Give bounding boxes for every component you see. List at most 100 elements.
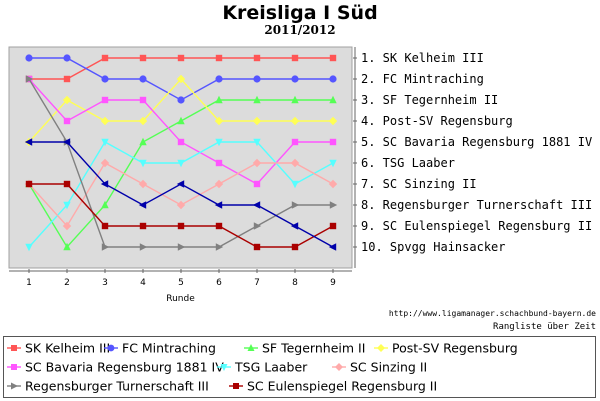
x-tick-label: 9 <box>330 278 336 288</box>
plot-area <box>8 46 353 269</box>
data-point <box>100 180 109 188</box>
data-point <box>101 96 109 104</box>
legend-item: SC Bavaria Regensburg 1881 IV <box>7 360 224 375</box>
data-point <box>62 221 72 231</box>
data-point <box>214 179 224 189</box>
data-point <box>291 138 299 146</box>
series-sc-sinzing-ii <box>24 158 338 231</box>
data-point <box>290 158 300 168</box>
data-point <box>63 75 71 83</box>
data-point <box>25 180 33 188</box>
series-regensburger-turnerschaft-iii <box>25 75 338 251</box>
x-tick-label: 8 <box>292 278 298 288</box>
data-point <box>215 222 223 230</box>
data-point <box>177 159 185 168</box>
data-point <box>177 96 185 104</box>
data-point <box>63 117 71 125</box>
data-point <box>328 116 338 126</box>
y-tick-label: 8. Regensburger Turnerschaft III <box>361 198 592 212</box>
x-axis-label: Runde <box>166 294 195 304</box>
data-point <box>215 138 223 147</box>
chart-caption: Rangliste über Zeit <box>493 322 596 332</box>
legend-label: Regensburger Turnerschaft III <box>25 379 209 394</box>
data-point <box>329 54 337 62</box>
legend-graphic: SK Kelheim III FC Mintraching SF Tegernhei… <box>7 341 518 394</box>
series-tsg-laaber <box>25 138 337 252</box>
data-point <box>215 75 223 83</box>
data-point <box>253 75 261 83</box>
data-point <box>291 180 299 189</box>
data-point <box>62 95 72 105</box>
data-point <box>215 159 223 167</box>
legend-marker <box>11 382 18 390</box>
legend-item: SC Sinzing II <box>332 360 427 375</box>
x-tick-label: 5 <box>178 278 184 288</box>
data-point <box>253 180 261 188</box>
data-point <box>139 54 147 62</box>
legend-marker <box>11 364 17 370</box>
data-point <box>100 158 110 168</box>
data-point <box>329 222 337 230</box>
line-chart: 1. SK Kelheim III 2. FC Mintraching 3. SF … <box>8 46 592 304</box>
data-point <box>63 201 71 210</box>
data-point <box>253 95 261 104</box>
data-point <box>101 222 109 230</box>
data-point <box>101 138 109 147</box>
legend-item: SC Eulenspiegel Regensburg II <box>229 379 437 394</box>
legend-label: Post-SV Regensburg <box>392 341 518 356</box>
series-sk-kelheim-iii <box>25 54 337 83</box>
y-tick-label: 7. SC Sinzing II <box>361 177 477 191</box>
data-point <box>291 201 300 209</box>
data-point <box>24 138 33 146</box>
data-point <box>25 75 34 83</box>
data-point <box>25 243 33 252</box>
y-tick-label: 1. SK Kelheim III <box>361 51 484 65</box>
legend-label: SK Kelheim III <box>25 341 110 356</box>
chart-subtitle: 2011/2012 <box>264 23 336 37</box>
series-sc-bavaria-regensburg-1881-iv <box>25 75 337 188</box>
x-tick-label: 2 <box>64 278 70 288</box>
data-point <box>101 75 109 83</box>
data-point <box>329 159 337 168</box>
y-tick-label: 4. Post-SV Regensburg <box>361 114 513 128</box>
data-point <box>214 116 224 126</box>
chart-title: Kreisliga I Süd <box>222 2 378 24</box>
data-point <box>215 95 223 104</box>
data-point <box>139 96 147 104</box>
data-point <box>138 201 147 209</box>
x-tick-label: 1 <box>26 278 32 288</box>
legend-marker <box>11 345 17 351</box>
legend-label: FC Mintraching <box>122 341 216 356</box>
y-tick-label: 5. SC Bavaria Regensburg 1881 IV <box>361 135 592 149</box>
legend-label: SC Sinzing II <box>350 360 427 375</box>
series-post-sv-regensburg <box>24 74 338 147</box>
data-point <box>329 201 338 209</box>
legend-marker <box>107 344 115 352</box>
data-point <box>101 243 110 251</box>
data-point <box>176 74 186 84</box>
legend-marker <box>220 364 228 371</box>
data-point <box>215 243 224 251</box>
legend-marker <box>377 344 385 352</box>
x-tick-label: 4 <box>140 278 146 288</box>
legend-item: TSG Laaber <box>217 360 308 375</box>
data-point <box>253 222 262 230</box>
data-point <box>290 116 300 126</box>
data-point <box>291 243 299 251</box>
data-point <box>253 138 261 147</box>
legend-item: SK Kelheim III <box>7 341 110 356</box>
data-point <box>253 54 261 62</box>
y-tick-label: 2. FC Mintraching <box>361 72 484 86</box>
legend-item: Post-SV Regensburg <box>374 341 518 356</box>
data-point <box>177 116 185 125</box>
data-point <box>101 54 109 62</box>
legend-marker <box>335 363 343 371</box>
data-point <box>139 243 148 251</box>
data-point <box>139 75 147 83</box>
data-point <box>252 201 261 209</box>
data-point <box>329 95 337 104</box>
legend-item: Regensburger Turnerschaft III <box>7 379 209 394</box>
data-point <box>177 54 185 62</box>
data-point <box>290 222 299 230</box>
legend: SK Kelheim III FC Mintraching SF Tegernhei… <box>3 336 596 398</box>
